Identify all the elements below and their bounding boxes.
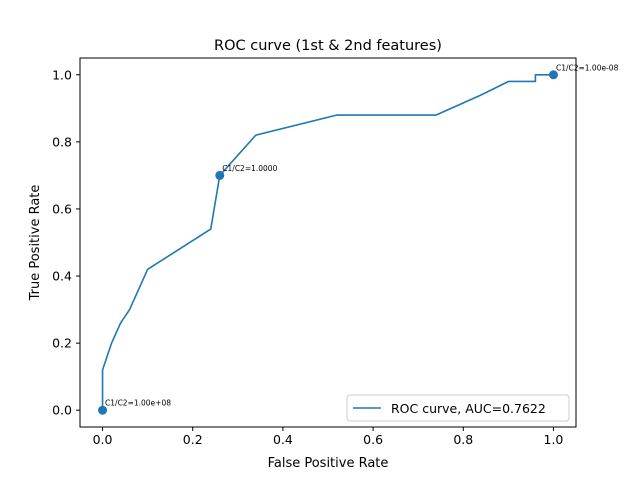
y-tick-label: 0.6 [52,201,72,216]
x-axis-ticks: 0.0 0.2 0.4 0.6 0.8 1.0 [93,427,564,447]
annotations-layer: C1/C2=1.00e+08 C1/C2=1.0000 C1/C2=1.00e-08 [105,63,619,407]
x-tick-label: 1.0 [544,432,564,447]
legend-entry: ROC curve, AUC=0.7622 [391,401,546,416]
x-tick-label: 0.8 [453,432,473,447]
threshold-point [215,170,225,180]
chart-title: ROC curve (1st & 2nd features) [214,38,442,54]
series-layer [101,73,554,411]
threshold-point [98,405,108,415]
x-tick-label: 0.4 [273,432,293,447]
x-tick-label: 0.0 [93,432,113,447]
roc-curve-line [101,73,554,411]
plot-background [80,58,576,427]
y-tick-label: 1.0 [52,67,72,82]
plot-frame [79,57,577,428]
y-tick-label: 0.8 [52,134,72,149]
x-tick-label: 0.2 [183,432,203,447]
threshold-point [548,70,558,80]
y-tick-label: 0.4 [52,269,72,284]
markers-layer [98,70,558,415]
threshold-annotation: C1/C2=1.00e+08 [105,399,171,408]
legend-box [346,394,570,422]
threshold-annotation: C1/C2=1.0000 [222,164,277,173]
x-axis-label: False Positive Rate [268,456,389,471]
y-tick-label: 0.2 [52,336,72,351]
threshold-annotation: C1/C2=1.00e-08 [556,63,619,72]
y-axis-label: True Positive Rate [28,185,43,302]
y-axis-ticks: 0.0 0.2 0.4 0.6 0.8 1.0 [52,67,80,418]
legend: ROC curve, AUC=0.7622 [346,394,570,422]
y-tick-label: 0.0 [52,403,72,418]
x-tick-label: 0.6 [363,432,383,447]
